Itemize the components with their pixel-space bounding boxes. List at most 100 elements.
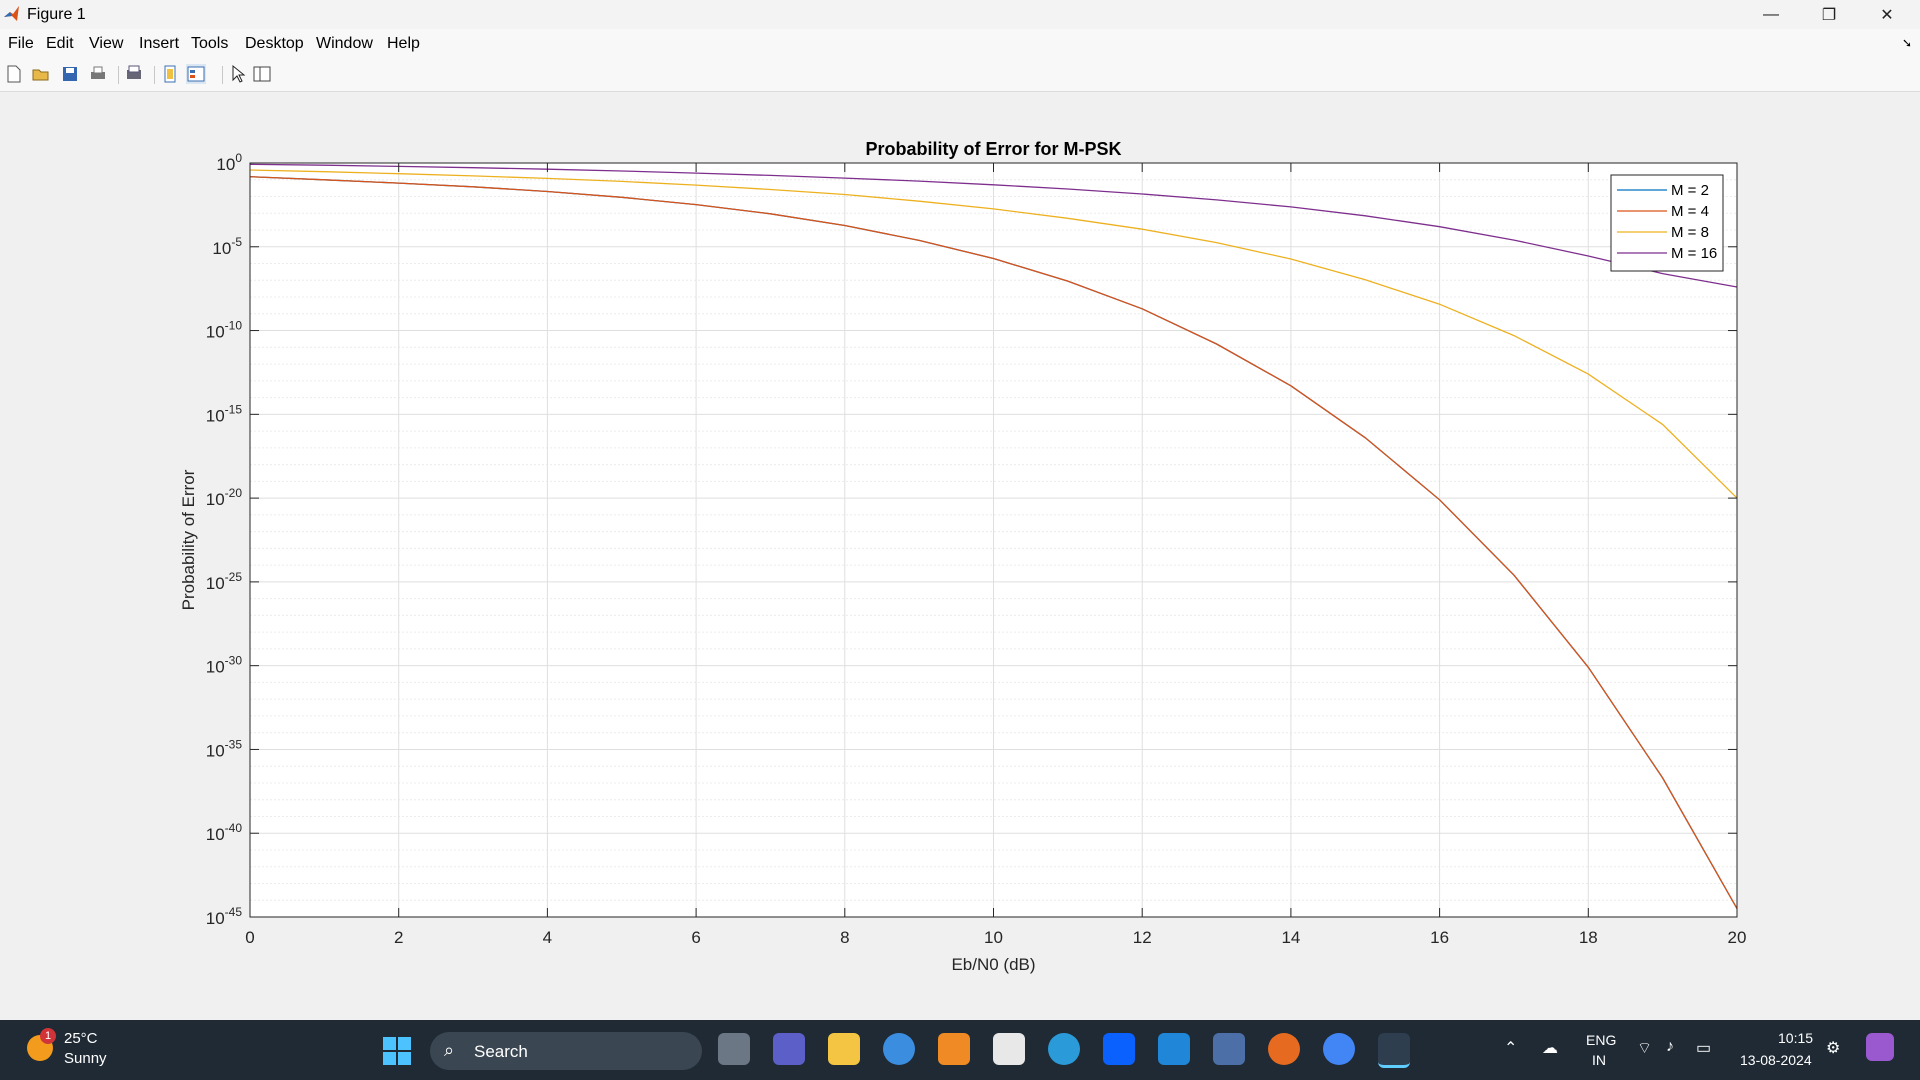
volume-icon[interactable]: ♪ bbox=[1666, 1038, 1674, 1055]
menu-help[interactable]: Help bbox=[387, 35, 420, 52]
y-tick-label: 10-45 bbox=[206, 905, 243, 928]
chrome-profile-icon[interactable] bbox=[1323, 1033, 1355, 1065]
matlab-logo-icon bbox=[4, 6, 19, 21]
menu-view[interactable]: View bbox=[89, 35, 124, 52]
menu-tools[interactable]: Tools bbox=[191, 35, 229, 52]
series-lines bbox=[249, 163, 1738, 909]
window-title: Figure 1 bbox=[27, 6, 86, 23]
menu-insert[interactable]: Insert bbox=[139, 35, 180, 52]
clock-date[interactable]: 13-08-2024 bbox=[1740, 1052, 1812, 1068]
x-tick-label: 12 bbox=[1133, 928, 1152, 947]
chrome-icon[interactable] bbox=[883, 1033, 915, 1065]
y-tick-label: 10-25 bbox=[206, 570, 243, 593]
taskbar-search[interactable]: ⌕ Search bbox=[430, 1032, 702, 1070]
onedrive-icon[interactable]: ☁ bbox=[1542, 1040, 1558, 1057]
x-tick-labels: 0 2 4 6 8 10 12 14 16 18 20 bbox=[245, 928, 1746, 947]
weather-temperature[interactable]: 25°C bbox=[64, 1030, 98, 1047]
start-button[interactable] bbox=[383, 1037, 411, 1065]
y-tick-label: 10-15 bbox=[206, 402, 243, 425]
matlab-taskbar-icon[interactable] bbox=[1378, 1033, 1410, 1068]
dropbox-icon[interactable] bbox=[1103, 1033, 1135, 1065]
y-axis-label: Probability of Error bbox=[179, 469, 198, 610]
print-icon[interactable] bbox=[88, 64, 108, 84]
title-bar: Figure 1 — ❐ ✕ bbox=[0, 0, 1920, 29]
x-tick-label: 2 bbox=[394, 928, 403, 947]
series-line-4 bbox=[249, 163, 1738, 288]
y-tick-label: 10-10 bbox=[206, 319, 243, 342]
save-icon[interactable] bbox=[60, 64, 80, 84]
x-tick-label: 18 bbox=[1579, 928, 1598, 947]
legend-entry: M = 4 bbox=[1671, 203, 1709, 220]
x-tick-label: 8 bbox=[840, 928, 849, 947]
task-view-icon[interactable] bbox=[718, 1033, 750, 1065]
link-plot-icon[interactable] bbox=[160, 64, 180, 84]
weather-badge: 1 bbox=[40, 1028, 56, 1044]
y-tick-label: 100 bbox=[216, 151, 242, 174]
chart[interactable]: 0 2 4 6 8 10 12 14 16 18 20 100 10-5 10-10 10-15 10-20… bbox=[0, 92, 1920, 1020]
y-tick-label: 10-20 bbox=[206, 486, 243, 509]
maximize-button[interactable]: ❐ bbox=[1821, 6, 1837, 24]
search-label: Search bbox=[474, 1042, 528, 1061]
new-figure-icon[interactable] bbox=[4, 64, 24, 84]
x-tick-label: 4 bbox=[543, 928, 552, 947]
remote-app-icon[interactable] bbox=[1213, 1033, 1245, 1065]
teams-icon[interactable] bbox=[773, 1033, 805, 1065]
figure-canvas: 0 2 4 6 8 10 12 14 16 18 20 100 10-5 10-10 10-15 10-20… bbox=[0, 92, 1920, 1020]
legend-entry: M = 16 bbox=[1671, 245, 1717, 262]
legend-entry: M = 2 bbox=[1671, 182, 1709, 199]
y-tick-label: 10-30 bbox=[206, 654, 243, 677]
wifi-icon[interactable]: ⌔ bbox=[1637, 1040, 1653, 1057]
legend[interactable]: M = 2 M = 4 M = 8 M = 16 bbox=[1610, 174, 1724, 272]
legend-box bbox=[1610, 174, 1724, 272]
language-indicator[interactable]: ENG bbox=[1586, 1032, 1617, 1048]
menu-desktop[interactable]: Desktop bbox=[245, 35, 304, 52]
y-tick-label: 10-35 bbox=[206, 737, 243, 760]
print-preview-icon[interactable] bbox=[124, 64, 144, 84]
x-tick-label: 16 bbox=[1430, 928, 1449, 947]
series-line-2 bbox=[249, 176, 1738, 909]
tick-marks bbox=[249, 162, 1738, 918]
minimize-button[interactable]: — bbox=[1763, 5, 1779, 23]
x-axis-label: Eb/N0 (dB) bbox=[951, 955, 1035, 974]
menu-file[interactable]: File bbox=[8, 35, 34, 52]
toolbar-separator bbox=[222, 66, 223, 84]
search-icon: ⌕ bbox=[444, 1040, 455, 1060]
vscode-icon[interactable] bbox=[1158, 1033, 1190, 1065]
menu-window[interactable]: Window bbox=[316, 35, 373, 52]
copilot-icon[interactable] bbox=[1866, 1033, 1894, 1061]
x-tick-label: 6 bbox=[691, 928, 700, 947]
toolbar bbox=[0, 58, 1920, 92]
toolbar-separator bbox=[154, 66, 155, 84]
legend-entry: M = 8 bbox=[1671, 224, 1709, 241]
battery-icon[interactable]: ▭ bbox=[1696, 1040, 1712, 1057]
menu-edit[interactable]: Edit bbox=[46, 35, 74, 52]
close-button[interactable]: ✕ bbox=[1880, 6, 1894, 24]
clock-time[interactable]: 10:15 bbox=[1778, 1030, 1814, 1046]
y-tick-labels: 100 10-5 10-10 10-15 10-20 10-25 10-30 10-35 10-… bbox=[206, 151, 243, 928]
region-indicator[interactable]: IN bbox=[1592, 1052, 1606, 1068]
presentation-app-icon[interactable] bbox=[938, 1033, 970, 1065]
x-tick-label: 20 bbox=[1728, 928, 1747, 947]
show-hidden-icons-icon[interactable]: ⌃ bbox=[1504, 1040, 1518, 1057]
x-tick-label: 0 bbox=[245, 928, 254, 947]
toolbar-separator bbox=[118, 66, 119, 84]
chart-title: Probability of Error for M-PSK bbox=[865, 139, 1121, 159]
open-file-icon[interactable] bbox=[31, 64, 51, 84]
firefox-icon[interactable] bbox=[1268, 1033, 1300, 1065]
settings-gear-icon[interactable]: ⚙ bbox=[1826, 1040, 1841, 1057]
x-tick-label: 10 bbox=[984, 928, 1003, 947]
file-explorer-icon[interactable] bbox=[828, 1033, 860, 1065]
x-tick-label: 14 bbox=[1281, 928, 1300, 947]
dock-arrow-icon[interactable]: ➘ bbox=[1901, 36, 1912, 50]
plot-browser-icon[interactable] bbox=[252, 64, 272, 84]
menu-bar: File Edit View Insert Tools Desktop Wind… bbox=[0, 29, 1920, 58]
series-line-3 bbox=[249, 169, 1738, 499]
microsoft-store-icon[interactable] bbox=[993, 1033, 1025, 1065]
select-pointer-icon[interactable] bbox=[228, 64, 248, 84]
taskbar: 1 25°C Sunny ⌕ Search ⌃ ☁ ENG IN ⌔ ♪ ▭ 1… bbox=[0, 1020, 1920, 1080]
y-tick-label: 10-40 bbox=[206, 821, 243, 844]
property-editor-icon[interactable] bbox=[186, 64, 206, 84]
edge-icon[interactable] bbox=[1048, 1033, 1080, 1065]
y-tick-label: 10-5 bbox=[212, 235, 242, 258]
weather-condition[interactable]: Sunny bbox=[64, 1050, 107, 1067]
